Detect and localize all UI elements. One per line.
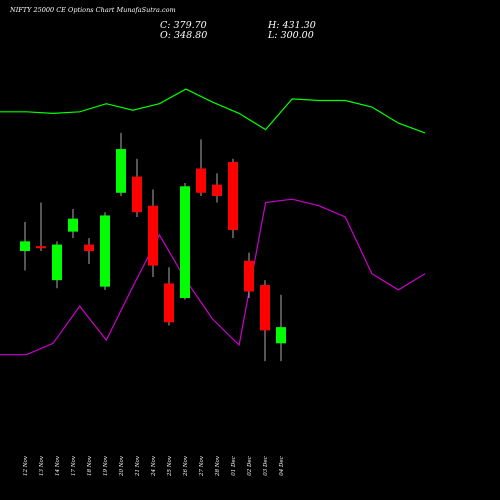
x-tick-label: 28 Nov <box>215 455 221 477</box>
x-tick-label: 18 Nov <box>87 455 93 476</box>
candle-body <box>100 215 110 287</box>
x-tick-label: 20 Nov <box>119 455 125 477</box>
candle-body <box>36 246 46 249</box>
candle-body <box>84 244 94 252</box>
x-tick-label: 19 Nov <box>103 455 109 476</box>
x-tick-label: 26 Nov <box>183 455 189 477</box>
x-tick-label: 27 Nov <box>199 455 205 477</box>
x-tick-label: 17 Nov <box>71 455 77 476</box>
candle-body <box>180 186 190 298</box>
candle-body <box>132 176 142 213</box>
candle-body <box>244 260 254 292</box>
candle-body <box>20 241 30 252</box>
x-tick-label: 02 Dec <box>247 456 253 476</box>
candle-body <box>196 168 206 193</box>
x-tick-label: 21 Nov <box>135 455 141 477</box>
x-tick-label: 12 Nov <box>23 455 29 476</box>
candle-body <box>68 218 78 232</box>
overlay-line-2 <box>0 198 426 356</box>
low-value: L: 300.00 <box>268 30 314 41</box>
candle-body <box>148 205 158 266</box>
candle-body <box>116 149 126 193</box>
x-tick-label: 04 Dec <box>279 456 285 476</box>
x-tick-label: 25 Nov <box>167 455 173 477</box>
x-tick-label: 24 Nov <box>151 455 157 477</box>
open-value: O: 348.80 <box>160 30 208 41</box>
high-value: H: 431.30 <box>268 20 316 31</box>
overlay-line-1 <box>0 88 426 134</box>
candle-body <box>228 162 238 230</box>
x-tick-label: 13 Nov <box>39 455 45 476</box>
candle-body <box>276 327 286 344</box>
candle-body <box>52 244 62 281</box>
candle-body <box>260 285 270 331</box>
candle-body <box>212 184 222 196</box>
x-tick-label: 14 Nov <box>55 455 61 476</box>
chart-title: NIFTY 25000 CE Options Chart MunafaSutra… <box>10 6 176 14</box>
x-tick-label: 03 Dec <box>263 456 269 476</box>
candle-body <box>164 283 174 323</box>
close-value: C: 379.70 <box>160 20 207 31</box>
x-tick-label: 01 Dec <box>231 456 237 476</box>
